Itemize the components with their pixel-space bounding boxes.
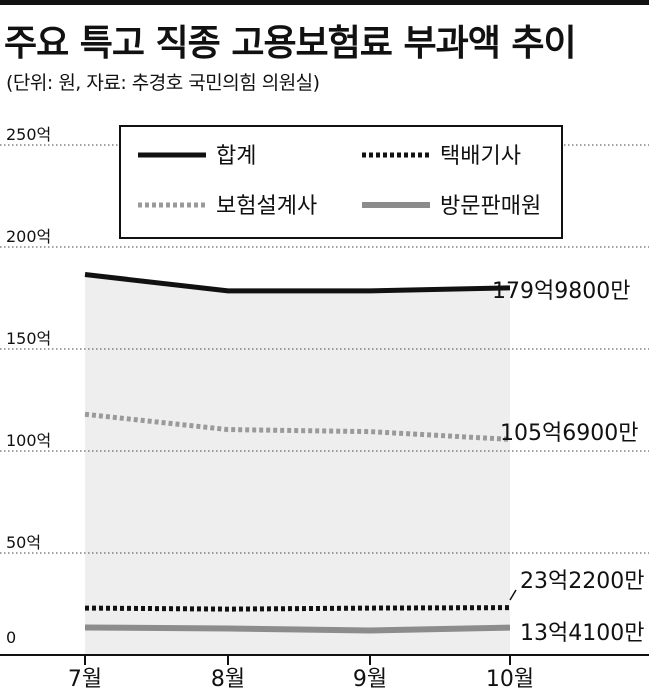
chart-subtitle: (단위: 원, 자료: 추경호 국민의힘 의원실) — [6, 72, 320, 94]
y-tick-label: 100억 — [6, 431, 51, 450]
top-rule — [0, 0, 649, 5]
legend-label-insurance: 보험설계사 — [216, 194, 317, 219]
series-doorsales-line — [84, 624, 511, 634]
series-total-line — [84, 272, 511, 294]
end-label-total: 179억9800만 — [492, 279, 630, 304]
y-tick-label: 50억 — [6, 533, 41, 552]
y-tick-label: 200억 — [6, 227, 51, 246]
x-tick-label: 8월 — [211, 667, 245, 692]
y-tick-label: 150억 — [6, 329, 51, 348]
y-tick-label: 250억 — [6, 125, 51, 144]
leader-line-delivery — [509, 589, 517, 601]
legend-box — [119, 125, 563, 239]
legend-label-total: 합계 — [216, 144, 256, 169]
end-label-insurance: 105억6900만 — [500, 421, 638, 446]
end-label-doorsales: 13억4100만 — [520, 621, 644, 646]
legend-label-doorsales: 방문판매원 — [440, 194, 541, 219]
x-tick-label: 9월 — [353, 667, 387, 692]
total-area-fill — [85, 274, 510, 655]
series-insurance-line — [84, 411, 511, 442]
series-delivery-line — [84, 605, 511, 612]
y-tick-label: 0 — [6, 628, 16, 647]
x-tick-label: 10월 — [486, 667, 534, 692]
x-tick-label: 7월 — [68, 667, 102, 692]
end-label-delivery: 23억2200만 — [520, 569, 644, 594]
legend-label-delivery: 택배기사 — [440, 144, 521, 169]
chart-title: 주요 특고 직종 고용보험료 부과액 추이 — [4, 23, 577, 64]
